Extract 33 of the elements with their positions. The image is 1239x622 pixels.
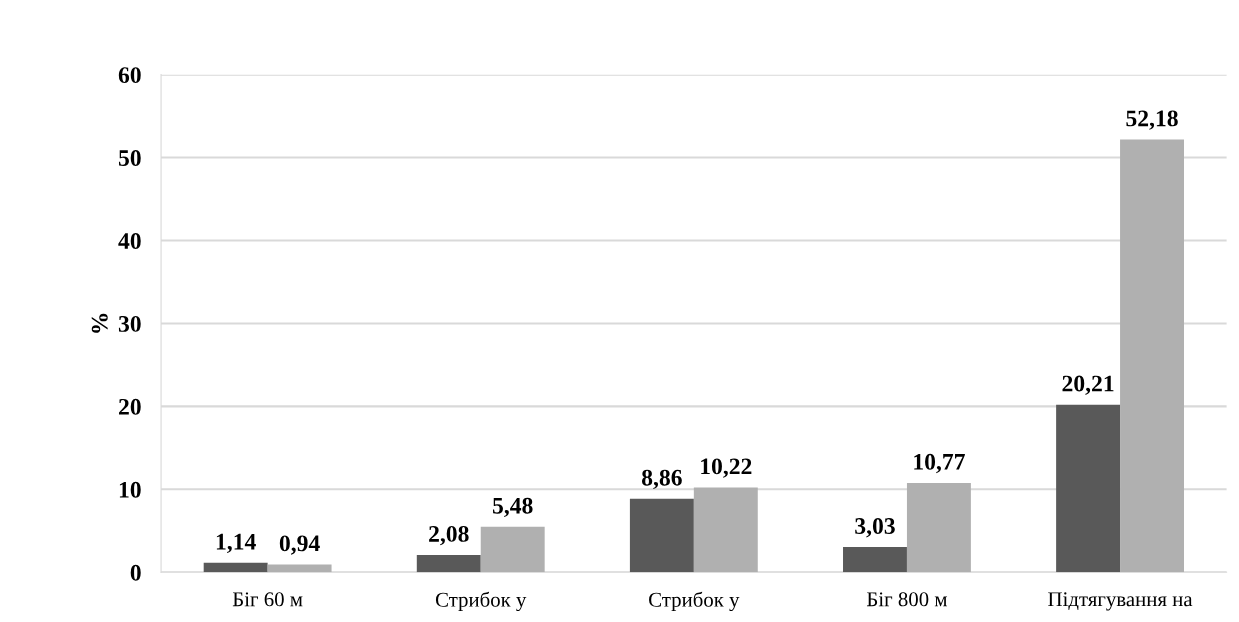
bar [629, 498, 694, 573]
data-label: 52,18 [1126, 110, 1178, 130]
data-label: 10,22 [701, 458, 752, 478]
bar [906, 482, 971, 573]
bar [693, 487, 758, 573]
bar [416, 554, 481, 573]
x-tick-label: Стрибок у [435, 591, 527, 612]
bar [267, 564, 332, 573]
data-label: 10,77 [914, 453, 965, 474]
bar [480, 526, 545, 573]
x-tick-label: Біг 60 м [232, 592, 303, 607]
data-label: 2,08 [429, 525, 469, 546]
data-label: 8,86 [642, 469, 682, 490]
bar [1056, 404, 1121, 573]
y-tick-label: 30 [118, 315, 141, 332]
x-tick-label: Підтягування на [1048, 592, 1193, 611]
data-label: 3,03 [855, 518, 895, 538]
y-tick-label: 40 [118, 233, 141, 249]
y-tick-label: 50 [118, 150, 141, 166]
data-label: 0,94 [279, 535, 320, 555]
y-tick-label: 10 [119, 481, 141, 498]
bar [203, 562, 268, 573]
y-tick-label: 60 [118, 67, 141, 84]
bar [1120, 139, 1184, 573]
data-label: 20,21 [1062, 375, 1114, 395]
bar [843, 547, 907, 573]
data-label: 5,48 [492, 497, 533, 518]
x-tick-label: Біг 800 м [866, 592, 948, 607]
y-tick-label: 0 [130, 564, 141, 581]
x-tick-label: Стрибок у [649, 591, 740, 612]
y-axis-title: % [91, 313, 108, 333]
y-tick-label: 20 [119, 398, 141, 415]
data-label: 1,14 [216, 533, 256, 554]
